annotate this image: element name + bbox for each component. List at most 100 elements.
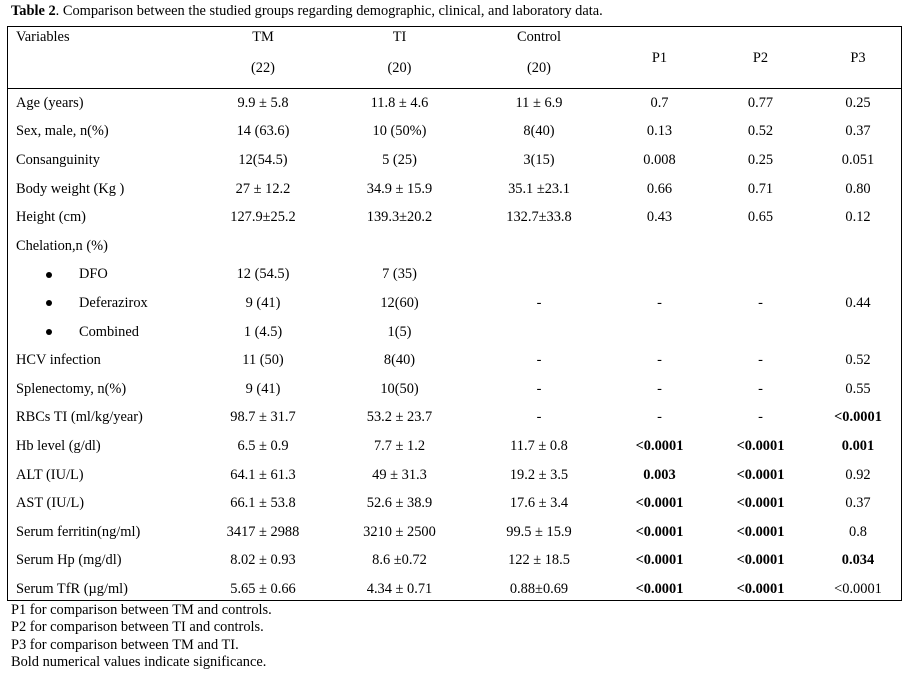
cell-tm: 11 (50) (242, 352, 284, 369)
cell-p2 (707, 232, 814, 261)
cell-p2: - (758, 380, 763, 397)
table-row: Serum ferritin(ng/ml) 3417 ± 2988 3210 ± 2… (7, 518, 902, 547)
row-label: Serum Hp (mg/dl) (16, 552, 122, 569)
cell-p1 (612, 318, 707, 347)
row-label: Height (cm) (16, 209, 86, 226)
note-p3: P3 for comparison between TM and TI. (11, 636, 239, 653)
table-notes: P1 for comparison between TM and control… (11, 602, 272, 672)
cell-control: 99.5 ± 15.9 (506, 523, 572, 540)
cell-ti (333, 232, 466, 261)
cell-ti: 53.2 ± 23.7 (366, 409, 433, 426)
header-blank (7, 57, 193, 89)
cell-tm: 66.1 ± 53.8 (230, 495, 296, 512)
cell-p2: - (758, 409, 763, 426)
cell-p2: <0.0001 (736, 437, 785, 454)
table-frame (7, 26, 902, 601)
cell-p1: 0.003 (643, 466, 676, 483)
row-label: Serum TfR (µg/ml) (16, 580, 128, 597)
table-row: ALT (IU/L) 64.1 ± 61.3 49 ± 31.3 19.2 ± 3.5… (7, 461, 902, 490)
cell-p1: - (657, 352, 662, 369)
table-row: Serum TfR (µg/ml) 5.65 ± 0.66 4.34 ± 0.71 0… (7, 575, 902, 604)
row-label: ALT (IU/L) (16, 466, 84, 483)
table-row: DFO 12 (54.5) 7 (35) (7, 261, 902, 290)
header-row: Variables TM TI Control P1 P2 P3 (7, 26, 902, 89)
cell-p1 (612, 261, 707, 290)
cell-ti: 10 (50%) (372, 123, 427, 140)
cell-tm: 1 (4.5) (243, 323, 283, 340)
cell-ti: 5 (25) (382, 151, 417, 168)
cell-ti: 10(50) (380, 380, 419, 397)
cell-control: 0.88±0.69 (509, 580, 569, 597)
cell-ti: 4.34 ± 0.71 (366, 580, 433, 597)
cell-control: 122 ± 18.5 (508, 552, 570, 569)
row-label: AST (IU/L) (16, 495, 85, 512)
header-variables: Variables (16, 29, 70, 45)
cell-p2: - (758, 352, 763, 369)
cell-control: - (536, 294, 542, 311)
cell-tm: 64.1 ± 61.3 (230, 466, 296, 483)
cell-tm: 27 ± 12.2 (235, 180, 291, 197)
row-label-text: Combined (79, 323, 139, 340)
table-row: Splenectomy, n(%) 9 (41) 10(50) - - - 0.55 (7, 375, 902, 404)
table-row: Hb level (g/dl) 6.5 ± 0.9 7.7 ± 1.2 11.7 ± … (7, 432, 902, 461)
row-label: Age (years) (16, 94, 84, 111)
cell-ti: 139.3±20.2 (366, 209, 433, 226)
row-label: HCV infection (16, 352, 101, 369)
cell-control (466, 318, 612, 347)
cell-p1: <0.0001 (635, 437, 684, 454)
cell-ti: 8(40) (383, 352, 416, 369)
cell-control: 35.1 ±23.1 (508, 180, 570, 197)
table-row: Chelation,n (%) (7, 232, 902, 261)
row-label: Combined (7, 318, 193, 347)
cell-tm (193, 232, 333, 261)
cell-p2: - (758, 294, 763, 311)
cell-p1: - (657, 294, 662, 311)
cell-ti: 34.9 ± 15.9 (366, 180, 433, 197)
cell-p2: <0.0001 (736, 523, 785, 540)
table-row: RBCs TI (ml/kg/year) 98.7 ± 31.7 53.2 ± 23… (7, 404, 902, 433)
cell-p2: <0.0001 (736, 552, 785, 569)
cell-p2: <0.0001 (736, 580, 785, 597)
cell-p1: - (657, 409, 662, 426)
comparison-table: Variables TM TI Control P1 P2 P3 (22) (2… (7, 26, 902, 604)
cell-tm: 9 (41) (245, 294, 281, 311)
cell-control: - (536, 409, 542, 426)
table-row: Serum Hp (mg/dl) 8.02 ± 0.93 8.6 ±0.72 122 … (7, 547, 902, 576)
cell-p2: 0.52 (747, 123, 774, 140)
cell-tm: 127.9±25.2 (230, 209, 296, 226)
cell-p1: <0.0001 (635, 523, 684, 540)
header-ti: TI (392, 29, 407, 45)
cell-p2: 0.71 (747, 180, 774, 197)
cell-p3 (814, 318, 902, 347)
cell-control: 132.7±33.8 (506, 209, 572, 226)
cell-p2: <0.0001 (736, 495, 785, 512)
table-row: Sex, male, n(%) 14 (63.6) 10 (50%) 8(40) 0.1… (7, 118, 902, 147)
header-p3: P3 (814, 26, 902, 89)
cell-p3: 0.80 (845, 180, 871, 197)
header-p2: P2 (707, 26, 814, 89)
table-row: AST (IU/L) 66.1 ± 53.8 52.6 ± 38.9 17.6 ± 3… (7, 489, 902, 518)
cell-tm: 14 (63.6) (236, 123, 290, 140)
cell-ti: 7 (35) (382, 266, 417, 283)
cell-p2: <0.0001 (736, 466, 785, 483)
header-control-n: (20) (466, 57, 612, 89)
row-label: Sex, male, n(%) (16, 123, 109, 140)
cell-control (466, 261, 612, 290)
cell-ti: 52.6 ± 38.9 (366, 495, 433, 512)
cell-p3: <0.0001 (834, 580, 882, 597)
row-label: Hb level (g/dl) (16, 437, 101, 454)
row-label: RBCs TI (ml/kg/year) (16, 409, 143, 426)
cell-p1: 0.66 (646, 180, 673, 197)
cell-p3: 0.8 (849, 523, 867, 540)
bullet-icon (46, 300, 52, 307)
row-label: Consanguinity (16, 151, 100, 168)
table-row: Height (cm) 127.9±25.2 139.3±20.2 132.7±33.… (7, 203, 902, 232)
cell-p1: 0.008 (643, 151, 676, 168)
header-ti-n: (20) (333, 57, 466, 89)
note-p2: P2 for comparison between TI and control… (11, 619, 264, 636)
cell-ti: 3210 ± 2500 (363, 523, 436, 540)
cell-p1: <0.0001 (635, 580, 684, 597)
cell-tm: 5.65 ± 0.66 (230, 580, 296, 597)
cell-p2: 0.77 (747, 94, 774, 111)
cell-control: 19.2 ± 3.5 (509, 466, 569, 483)
